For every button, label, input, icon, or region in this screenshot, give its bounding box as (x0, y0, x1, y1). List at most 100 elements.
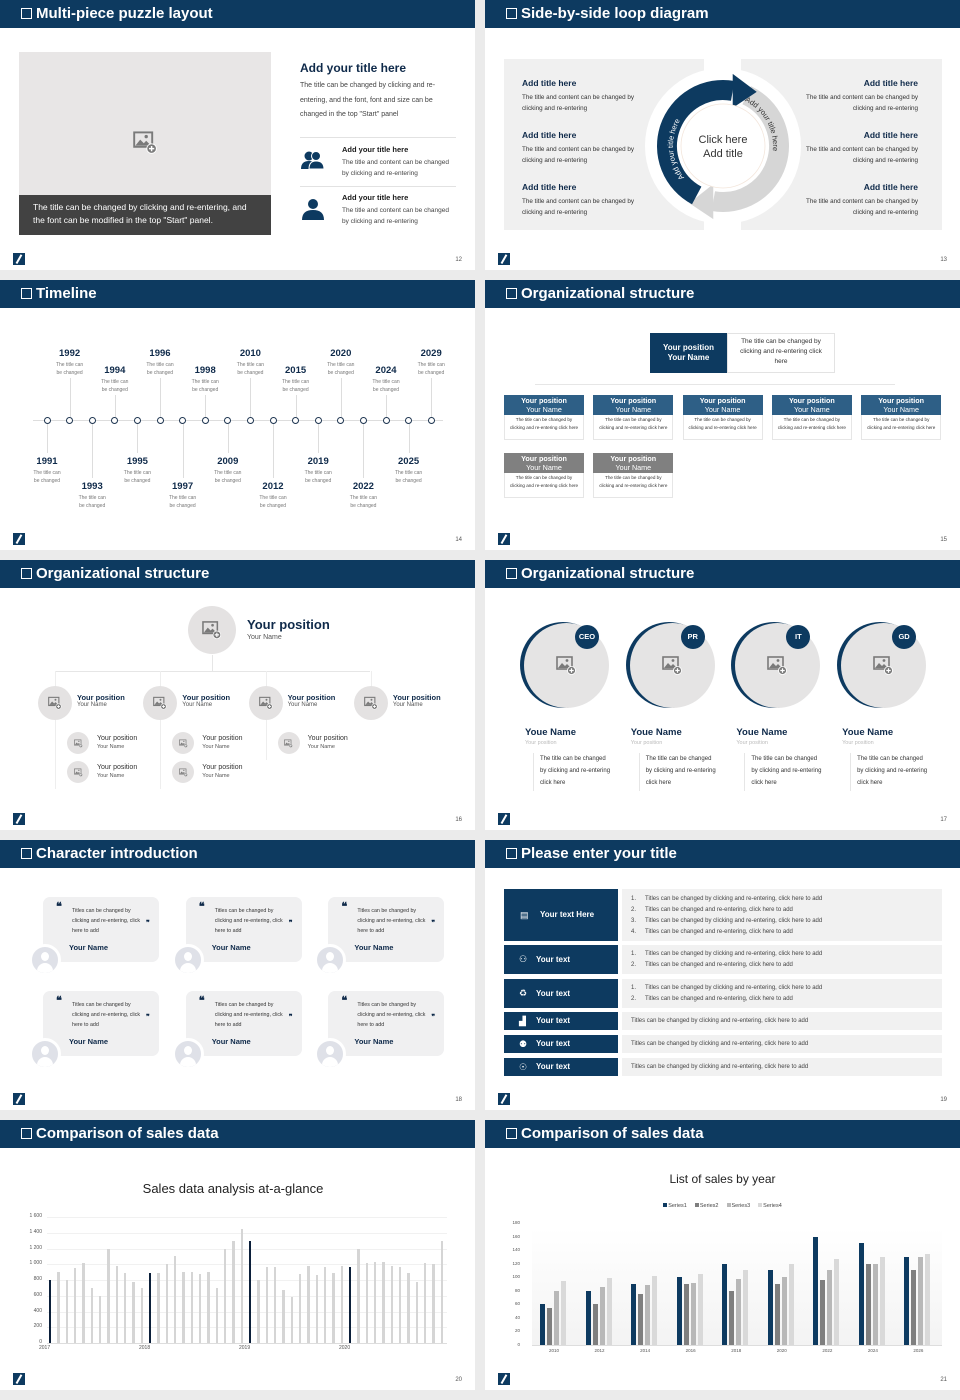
bar[interactable] (232, 1240, 235, 1343)
timeline-dot[interactable] (269, 416, 277, 424)
bar-series1[interactable] (813, 1236, 819, 1345)
bar[interactable] (257, 1280, 260, 1343)
timeline-dot[interactable] (88, 416, 96, 424)
bar[interactable] (149, 1272, 152, 1343)
bar[interactable] (407, 1272, 410, 1343)
timeline-dot[interactable] (224, 416, 232, 424)
member-photo[interactable] (353, 686, 388, 720)
bar[interactable] (99, 1295, 102, 1343)
bar[interactable] (90, 1287, 93, 1343)
bar[interactable] (207, 1272, 210, 1343)
bar[interactable] (107, 1248, 110, 1343)
bar-series4[interactable] (834, 1258, 840, 1345)
bar[interactable] (324, 1267, 327, 1343)
bar-series2[interactable] (911, 1270, 917, 1345)
bar[interactable] (315, 1275, 318, 1343)
bar-series2[interactable] (774, 1284, 780, 1345)
timeline-dot[interactable] (43, 416, 51, 424)
sub-photo[interactable] (67, 761, 89, 783)
timeline-dot[interactable] (359, 416, 367, 424)
bar-series1[interactable] (767, 1270, 773, 1345)
member-photo[interactable] (248, 686, 283, 720)
bar-series2[interactable] (865, 1263, 871, 1345)
member-header[interactable]: Your position Your Name (771, 395, 852, 415)
bar-series2[interactable] (820, 1279, 826, 1345)
bar-series4[interactable] (788, 1263, 794, 1345)
bar-series4[interactable] (697, 1273, 703, 1345)
bar-series1[interactable] (676, 1277, 682, 1345)
timeline-dot[interactable] (427, 416, 435, 424)
bar[interactable] (282, 1290, 285, 1343)
bar[interactable] (390, 1265, 393, 1343)
sub-photo[interactable] (277, 732, 300, 754)
bar[interactable] (74, 1268, 77, 1343)
top-position-box[interactable]: Your position Your Name (650, 333, 727, 373)
bar[interactable] (224, 1248, 227, 1343)
bar[interactable] (340, 1265, 343, 1343)
member-header[interactable]: Your position Your Name (682, 395, 763, 415)
bar[interactable] (199, 1273, 202, 1343)
timeline-dot[interactable] (405, 416, 413, 424)
bar-series3[interactable] (918, 1256, 924, 1345)
row-label-box[interactable]: ☉ Your text (504, 1058, 618, 1076)
bar[interactable] (365, 1262, 368, 1343)
bar-series1[interactable] (631, 1284, 637, 1345)
bar[interactable] (399, 1266, 402, 1343)
bar[interactable] (440, 1240, 443, 1343)
sub-photo[interactable] (67, 732, 89, 754)
timeline-dot[interactable] (246, 416, 254, 424)
bar[interactable] (424, 1262, 427, 1343)
bar[interactable] (57, 1272, 60, 1343)
timeline-dot[interactable] (133, 416, 141, 424)
bar-series1[interactable] (540, 1304, 545, 1345)
timeline-dot[interactable] (179, 416, 187, 424)
timeline-dot[interactable] (111, 416, 119, 424)
row-label-box[interactable]: ▟ Your text (504, 1012, 618, 1030)
bar-series2[interactable] (729, 1290, 735, 1345)
bar-series3[interactable] (599, 1286, 605, 1345)
bar-series1[interactable] (904, 1256, 910, 1345)
legend-item[interactable]: Series2 (694, 1203, 719, 1209)
member-header[interactable]: Your position Your Name (861, 395, 942, 415)
bar-series4[interactable] (652, 1275, 658, 1345)
legend-item[interactable]: Series4 (758, 1203, 782, 1209)
bar[interactable] (165, 1264, 168, 1343)
member-header[interactable]: Your position Your Name (504, 395, 584, 415)
bar[interactable] (307, 1265, 310, 1343)
sub-photo[interactable] (172, 732, 195, 754)
quote-card[interactable] (328, 897, 445, 962)
member-header[interactable]: Your position Your Name (593, 395, 674, 415)
bar[interactable] (65, 1280, 68, 1343)
row-label-box[interactable]: ⚉ Your text (504, 1035, 618, 1053)
bar[interactable] (274, 1266, 277, 1343)
timeline-dot[interactable] (292, 416, 300, 424)
bar-series3[interactable] (554, 1290, 559, 1345)
bar-series4[interactable] (879, 1256, 885, 1345)
bar-series2[interactable] (683, 1284, 689, 1345)
bar-series1[interactable] (858, 1243, 864, 1345)
bar-series3[interactable] (781, 1277, 787, 1345)
quote-card[interactable] (43, 897, 159, 962)
bar[interactable] (415, 1281, 418, 1343)
bar[interactable] (349, 1267, 352, 1343)
bar[interactable] (240, 1228, 243, 1343)
bar[interactable] (432, 1264, 435, 1343)
bar[interactable] (182, 1272, 185, 1343)
sub-photo[interactable] (172, 761, 195, 783)
quote-card[interactable] (185, 897, 302, 962)
bar-series4[interactable] (606, 1277, 612, 1345)
bar[interactable] (215, 1287, 218, 1343)
legend-item[interactable]: Series3 (726, 1203, 750, 1209)
bar[interactable] (124, 1272, 127, 1343)
bar-series2[interactable] (547, 1307, 552, 1345)
quote-card[interactable] (43, 991, 159, 1056)
bar[interactable] (299, 1274, 302, 1343)
bar-series4[interactable] (743, 1270, 749, 1345)
legend-item[interactable]: Series1 (663, 1203, 687, 1209)
bar[interactable] (374, 1261, 377, 1343)
timeline-dot[interactable] (382, 416, 390, 424)
bar-series4[interactable] (561, 1280, 566, 1345)
bar[interactable] (115, 1265, 118, 1343)
member-header[interactable]: Your position Your Name (593, 453, 674, 473)
bar[interactable] (290, 1296, 293, 1343)
